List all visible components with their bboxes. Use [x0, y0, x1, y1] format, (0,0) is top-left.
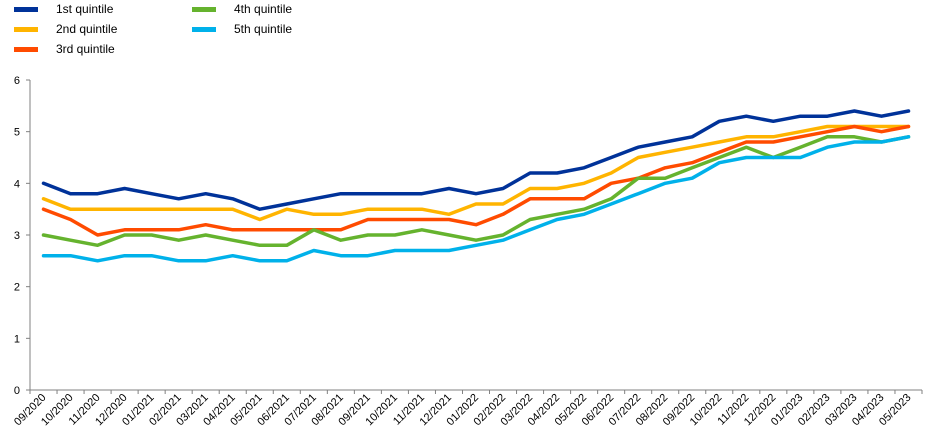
legend-label-2nd-quintile: 2nd quintile: [56, 22, 118, 36]
legend-item-2nd-quintile: 2nd quintile: [14, 20, 117, 38]
legend-swatch-5th-quintile: [192, 26, 216, 32]
series-line-5th-quintile: [41, 135, 911, 263]
y-tick-label: 5: [14, 127, 20, 139]
legend-item-1st-quintile: 1st quintile: [14, 0, 113, 18]
legend-swatch-3rd-quintile: [14, 46, 38, 52]
legend-label-3rd-quintile: 3rd quintile: [56, 42, 115, 56]
series-line-1st-quintile: [41, 109, 911, 211]
legend-swatch-4th-quintile: [192, 6, 216, 12]
y-tick-label: 3: [14, 230, 20, 242]
series-line-4th-quintile: [41, 135, 911, 248]
y-tick-label: 1: [14, 333, 20, 345]
legend-label-1st-quintile: 1st quintile: [56, 2, 114, 16]
legend-item-5th-quintile: 5th quintile: [192, 20, 292, 38]
y-tick-label: 4: [14, 178, 20, 190]
y-tick-label: 2: [14, 282, 20, 294]
series-line-2nd-quintile: [41, 124, 911, 222]
legend-swatch-2nd-quintile: [14, 26, 38, 32]
legend-item-4th-quintile: 4th quintile: [192, 0, 292, 18]
legend-label-4th-quintile: 4th quintile: [234, 2, 293, 16]
series-line-3rd-quintile: [41, 124, 911, 237]
legend-item-3rd-quintile: 3rd quintile: [14, 40, 115, 58]
legend-label-5th-quintile: 5th quintile: [234, 22, 293, 36]
y-tick-label: 6: [14, 75, 20, 87]
legend-swatch-1st-quintile: [14, 6, 38, 12]
y-tick-label: 0: [14, 385, 20, 397]
chart-legend: 1st quintile 2nd quintile 3rd quintile 4…: [14, 0, 334, 60]
